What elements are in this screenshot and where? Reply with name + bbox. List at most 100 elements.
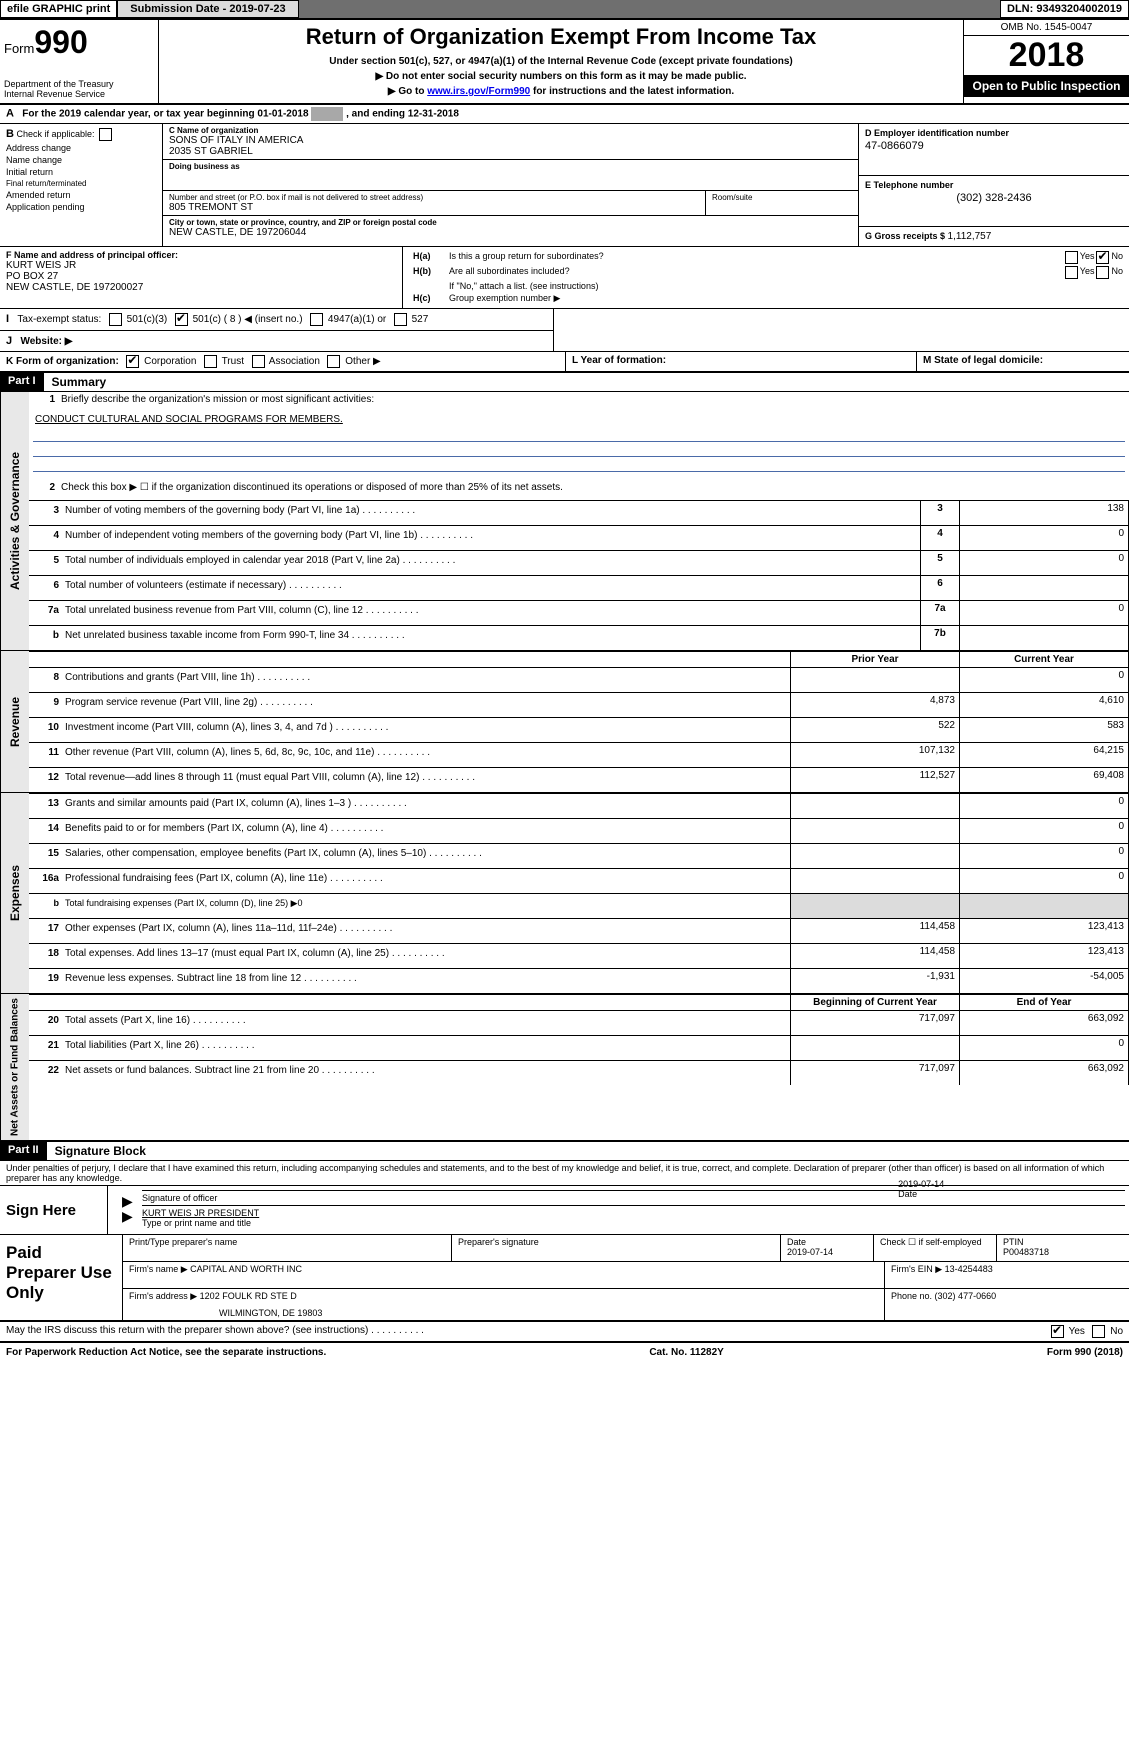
col-b-checkboxes: B Check if applicable: Address change Na… xyxy=(0,124,163,246)
table-row: 8Contributions and grants (Part VIII, li… xyxy=(29,668,1129,693)
dln-box: DLN: 93493204002019 xyxy=(1000,0,1129,18)
row-i: I Tax-exempt status: 501(c)(3) 501(c) ( … xyxy=(0,309,553,331)
k-other[interactable] xyxy=(327,355,340,368)
ag-table: 3Number of voting members of the governi… xyxy=(29,500,1129,650)
city-box: City or town, state or province, country… xyxy=(163,216,858,246)
table-row: 10Investment income (Part VIII, column (… xyxy=(29,718,1129,743)
sign-here-label: Sign Here xyxy=(0,1186,108,1234)
part2-header: Part II Signature Block xyxy=(0,1142,1129,1161)
col-de: D Employer identification number 47-0866… xyxy=(859,124,1129,246)
table-row: 6Total number of volunteers (estimate if… xyxy=(29,576,1129,601)
chk-name-change: Name change xyxy=(6,155,156,165)
table-row: 16aProfessional fundraising fees (Part I… xyxy=(29,869,1129,894)
topbar: efile GRAPHIC print Submission Date - 20… xyxy=(0,0,1129,20)
checkbox[interactable] xyxy=(99,128,112,141)
k-assoc[interactable] xyxy=(252,355,265,368)
rev-table: Prior YearCurrent Year 8Contributions an… xyxy=(29,651,1129,792)
section-revenue: Revenue Prior YearCurrent Year 8Contribu… xyxy=(0,651,1129,793)
header-left: Form990 Department of the Treasury Inter… xyxy=(0,20,159,103)
paid-preparer-section: Paid Preparer Use Only Print/Type prepar… xyxy=(0,1235,1129,1322)
chk-final-return: Final return/terminated xyxy=(6,179,156,188)
instruction-2: Go to www.irs.gov/Form990 for instructio… xyxy=(163,86,959,97)
box-f: F Name and address of principal officer:… xyxy=(0,247,403,308)
row-a: A For the 2019 calendar year, or tax yea… xyxy=(0,105,1129,124)
table-row: 4Number of independent voting members of… xyxy=(29,526,1129,551)
instructions-link[interactable]: www.irs.gov/Form990 xyxy=(427,86,530,97)
table-row: bNet unrelated business taxable income f… xyxy=(29,626,1129,651)
i-4947[interactable] xyxy=(310,313,323,326)
exp-table: 13Grants and similar amounts paid (Part … xyxy=(29,793,1129,993)
table-row: 20Total assets (Part X, line 16)717,0976… xyxy=(29,1011,1129,1036)
section-expenses: Expenses 13Grants and similar amounts pa… xyxy=(0,793,1129,994)
open-to-public: Open to Public Inspection xyxy=(964,75,1129,97)
chk-address-change: Address change xyxy=(6,143,156,153)
section-net-assets: Net Assets or Fund Balances Beginning of… xyxy=(0,994,1129,1142)
table-row: 3Number of voting members of the governi… xyxy=(29,501,1129,526)
hb-no[interactable] xyxy=(1096,266,1109,279)
dba-box: Doing business as xyxy=(163,160,858,191)
footer: For Paperwork Reduction Act Notice, see … xyxy=(0,1343,1129,1362)
form-subtitle: Under section 501(c), 527, or 4947(a)(1)… xyxy=(163,56,959,67)
form-title: Return of Organization Exempt From Incom… xyxy=(163,24,959,50)
name-row: KURT WEIS JR PRESIDENT Type or print nam… xyxy=(142,1206,1125,1230)
org-name-box: C Name of organization SONS OF ITALY IN … xyxy=(163,124,858,160)
table-row: 11Other revenue (Part VIII, column (A), … xyxy=(29,743,1129,768)
vtab-expenses: Expenses xyxy=(0,793,29,993)
table-row: 12Total revenue—add lines 8 through 11 (… xyxy=(29,768,1129,793)
header-right: OMB No. 1545-0047 2018 Open to Public In… xyxy=(963,20,1129,103)
org-info-block: B Check if applicable: Address change Na… xyxy=(0,124,1129,247)
table-row: 13Grants and similar amounts paid (Part … xyxy=(29,794,1129,819)
table-row: 17Other expenses (Part IX, column (A), l… xyxy=(29,919,1129,944)
hb-yes[interactable] xyxy=(1065,266,1078,279)
omb-number: OMB No. 1545-0047 xyxy=(964,20,1129,36)
efile-label: efile GRAPHIC print xyxy=(0,0,117,18)
vtab-revenue: Revenue xyxy=(0,651,29,792)
f-h-row: F Name and address of principal officer:… xyxy=(0,247,1129,309)
k-corp[interactable] xyxy=(126,355,139,368)
vtab-ag: Activities & Governance xyxy=(0,392,29,650)
mission-text: CONDUCT CULTURAL AND SOCIAL PROGRAMS FOR… xyxy=(29,412,1129,427)
row-j: J Website: ▶ xyxy=(0,331,553,351)
na-table: Beginning of Current YearEnd of Year 20T… xyxy=(29,994,1129,1085)
chk-application-pending: Application pending xyxy=(6,202,156,212)
grey-spacer xyxy=(311,107,343,121)
ha-yes[interactable] xyxy=(1065,251,1078,264)
street-row: Number and street (or P.O. box if mail i… xyxy=(163,191,858,216)
section-activities-governance: Activities & Governance 1Briefly describ… xyxy=(0,392,1129,651)
i-527[interactable] xyxy=(394,313,407,326)
table-row: bTotal fundraising expenses (Part IX, co… xyxy=(29,894,1129,919)
table-row: 14Benefits paid to or for members (Part … xyxy=(29,819,1129,844)
discuss-no[interactable] xyxy=(1092,1325,1105,1338)
department: Department of the Treasury Internal Reve… xyxy=(4,79,154,99)
form-number: Form990 xyxy=(4,24,154,61)
table-row: 18Total expenses. Add lines 13–17 (must … xyxy=(29,944,1129,969)
paid-preparer-label: Paid Preparer Use Only xyxy=(0,1235,123,1320)
table-row: 9Program service revenue (Part VIII, lin… xyxy=(29,693,1129,718)
vtab-net-assets: Net Assets or Fund Balances xyxy=(0,994,29,1140)
box-e: E Telephone number (302) 328-2436 xyxy=(859,176,1129,228)
form-header: Form990 Department of the Treasury Inter… xyxy=(0,20,1129,105)
row-klm: K Form of organization: Corporation Trus… xyxy=(0,352,1129,373)
signature-row: Signature of officer 2019-07-14 Date xyxy=(142,1190,1125,1206)
table-row: 19Revenue less expenses. Subtract line 1… xyxy=(29,969,1129,994)
col-c-org: C Name of organization SONS OF ITALY IN … xyxy=(163,124,1129,246)
tax-year: 2018 xyxy=(964,36,1129,75)
box-h: H(a)Is this a group return for subordina… xyxy=(403,247,1129,308)
table-row: 21Total liabilities (Part X, line 26)0 xyxy=(29,1036,1129,1061)
i-501c[interactable] xyxy=(175,313,188,326)
sign-here-section: Sign Here Signature of officer 2019-07-1… xyxy=(0,1186,1129,1235)
discuss-row: May the IRS discuss this return with the… xyxy=(0,1322,1129,1343)
topbar-spacer xyxy=(299,0,1000,18)
k-trust[interactable] xyxy=(204,355,217,368)
i-501c3[interactable] xyxy=(109,313,122,326)
part1-header: Part I Summary xyxy=(0,373,1129,392)
submission-date-box: Submission Date - 2019-07-23 xyxy=(117,0,298,18)
table-row: 5Total number of individuals employed in… xyxy=(29,551,1129,576)
table-row: 15Salaries, other compensation, employee… xyxy=(29,844,1129,869)
header-mid: Return of Organization Exempt From Incom… xyxy=(159,20,963,103)
table-row: 7aTotal unrelated business revenue from … xyxy=(29,601,1129,626)
ha-no[interactable] xyxy=(1096,251,1109,264)
chk-amended-return: Amended return xyxy=(6,190,156,200)
discuss-yes[interactable] xyxy=(1051,1325,1064,1338)
instruction-1: Do not enter social security numbers on … xyxy=(163,71,959,82)
